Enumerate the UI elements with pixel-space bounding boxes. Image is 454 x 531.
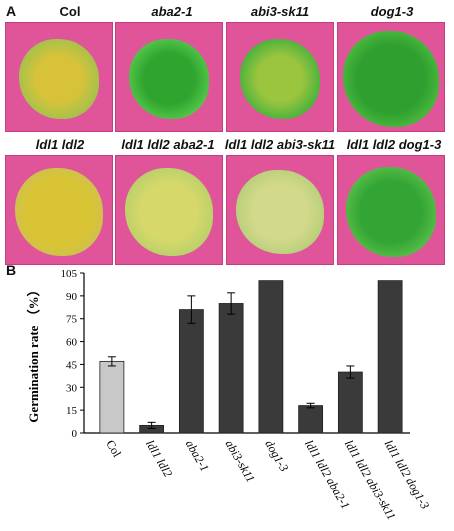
seedling-photo-ldl-abi3 [226,155,334,265]
y-tick-label: 105 [61,268,78,280]
seedling-cluster [236,170,324,254]
seedling-cluster [240,39,320,119]
bar-6 [338,372,362,433]
y-tick-label: 90 [66,291,78,303]
x-tick-label: dog1-3 [262,438,291,474]
seedling-photo-aba2 [115,22,223,132]
x-tick-label: abi3-sk11 [223,438,258,485]
photo-label-ldl: ldl1 ldl2 [10,137,110,152]
bar-3 [219,303,243,433]
bar-0 [100,361,124,433]
bar-2 [179,310,203,433]
bar-5 [299,406,323,433]
seedling-photo-ldl-dog1 [337,155,445,265]
seedling-cluster [15,168,103,256]
photo-label-ldl-aba2: ldl1 ldl2 aba2-1 [114,137,222,152]
photo-label-dog1: dog1-3 [342,4,442,19]
bar-7 [378,281,402,433]
seedling-photo-dog1 [337,22,445,132]
x-tick-label: aba2-1 [183,438,212,474]
y-tick-label: 15 [66,405,78,417]
y-tick-label: 0 [72,428,78,440]
photo-label-ldl-dog1: ldl1 ldl2 dog1-3 [338,137,450,152]
photo-label-ldl-abi3: ldl1 ldl2 abi3-sk11 [222,137,338,152]
y-tick-label: 60 [66,337,78,349]
x-tick-label: Col [103,438,124,461]
x-tick-label: ldl1 ldl2 [143,438,175,480]
panel-a-letter: A [6,3,16,19]
seedling-cluster [343,31,439,127]
seedling-cluster [19,39,99,119]
seedling-photo-ldl-aba2 [115,155,223,265]
seedling-cluster [129,39,209,119]
seedling-cluster [125,168,213,256]
seedling-photo-ldl [5,155,113,265]
seedling-cluster [346,167,436,257]
y-tick-label: 30 [66,382,78,394]
photo-label-aba2: aba2-1 [122,4,222,19]
y-axis-label: Germination rate （%） [26,283,41,422]
seedling-photo-abi3 [226,22,334,132]
photo-label-col: Col [30,4,110,19]
photo-label-abi3: abi3-sk11 [230,4,330,19]
seedling-photo-col [5,22,113,132]
germination-chart: 0 15 30 45 60 75 90 105 Germination rate （%） Col l… [0,268,454,531]
y-tick-label: 45 [66,359,78,371]
bar-4 [259,281,283,433]
y-tick-label: 75 [66,314,78,326]
